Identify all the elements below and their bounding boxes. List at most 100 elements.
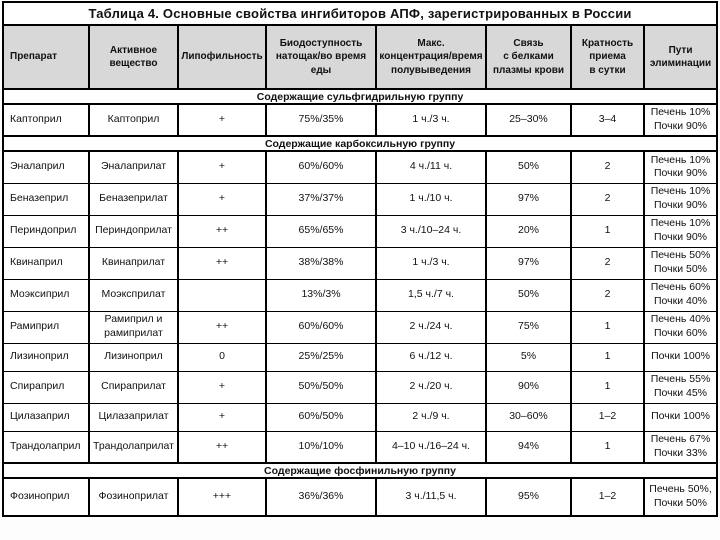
table-cell: Почки 100% [642, 342, 719, 372]
table-cell: Спираприлат [88, 370, 179, 404]
table-row: Рамиприл Рамиприл и рамиприлат ++ 60%/60% 2 … [2, 310, 719, 344]
table-cell: 97% [485, 182, 572, 216]
table-cell: +++ [177, 477, 267, 517]
table-cell: + [177, 150, 267, 184]
table-cell: Печень 60% Почки 40% [642, 278, 719, 312]
section-header-row: Содержащие карбоксильную группу [1, 135, 719, 152]
table-row: Эналаприл Эналаприлат +60%/60% 4 ч./11 ч. 50… [2, 150, 719, 184]
table-cell: 37%/37% [265, 182, 377, 216]
table-cell: Печень 40% Почки 60% [642, 310, 719, 344]
table-cell: Моэксприлат [88, 278, 179, 312]
table-cell: + [177, 370, 267, 404]
table-cell: Печень 50% Почки 50% [642, 246, 719, 280]
table-cell: 95% [485, 477, 572, 517]
table-cell: 60%/60% [265, 150, 377, 184]
table-cell: 1 [570, 342, 645, 372]
table-cell: Цилазаприл [2, 402, 90, 432]
table-row: Каптоприл Каптоприл +75%/35% 1 ч./3 ч. 25–30… [2, 103, 719, 137]
column-header-max-concentration: Макс. концентрация/время полувыведения [375, 24, 487, 90]
table-cell: Периндоприлат [88, 214, 179, 248]
table-row: Беназеприл Беназеприлат +37%/37% 1 ч./10 ч.… [2, 182, 719, 216]
table-cell: 1 [570, 214, 645, 248]
table-cell: 25%/25% [265, 342, 377, 372]
table-body: Содержащие сульфгидрильную группу Каптопр… [1, 88, 719, 517]
table-cell: 2 [570, 182, 645, 216]
table-cell: 38%/38% [265, 246, 377, 280]
table-cell: 20% [485, 214, 572, 248]
table-cell: Периндоприл [2, 214, 90, 248]
table-cell: + [177, 103, 267, 137]
column-header-active-substance: Активное вещество [88, 24, 179, 90]
table-cell: 2 ч./24 ч. [375, 310, 487, 344]
table-cell [177, 278, 267, 312]
table-cell: ++ [177, 246, 267, 280]
table-cell: Трандолаприл [2, 430, 90, 464]
table-cell: Беназеприлат [88, 182, 179, 216]
table-cell: 2 [570, 150, 645, 184]
table-cell: 90% [485, 370, 572, 404]
table-cell: Печень 67% Почки 33% [642, 430, 719, 464]
table-cell: Печень 10% Почки 90% [642, 182, 719, 216]
section-header-label: Содержащие карбоксильную группу [1, 135, 719, 152]
table-cell: 6 ч./12 ч. [375, 342, 487, 372]
table-cell: 75%/35% [265, 103, 377, 137]
table-cell: Почки 100% [642, 402, 719, 432]
table-cell: 13%/3% [265, 278, 377, 312]
table-cell: Печень 55% Почки 45% [642, 370, 719, 404]
table-cell: 36%/36% [265, 477, 377, 517]
section-header-label: Содержащие сульфгидрильную группу [1, 88, 719, 105]
table-cell: 2 [570, 246, 645, 280]
table-cell: + [177, 182, 267, 216]
column-header-bioavailability: Биодоступность натощак/во время еды [265, 24, 377, 90]
table-cell: ++ [177, 214, 267, 248]
column-header-elimination: Пути элиминации [642, 24, 719, 90]
table-row: Моэксиприл Моэксприлат 13%/3% 1,5 ч./7 ч. 50… [2, 278, 719, 312]
table-cell: 4–10 ч./16–24 ч. [375, 430, 487, 464]
table-row: Трандолаприл Трандолаприлат ++ 10%/10% 4–10 … [2, 430, 719, 464]
table-cell: Цилазаприлат [88, 402, 179, 432]
table-row: Периндоприл Периндоприлат ++ 65%/65% 3 ч./10… [2, 214, 719, 248]
column-header-dosing-frequency: Кратность приема в сутки [570, 24, 645, 90]
table-row: Спираприл Спираприлат +50%/50% 2 ч./20 ч. 90… [2, 370, 719, 404]
table-cell: Эналаприлат [88, 150, 179, 184]
section-header-row: Содержащие сульфгидрильную группу [1, 88, 719, 105]
table-cell: Эналаприл [2, 150, 90, 184]
table-cell: 30–60% [485, 402, 572, 432]
table-row: Лизиноприл Лизиноприл 0 25%/25% 6 ч./12 ч. 5%… [2, 342, 719, 372]
table-cell: 25–30% [485, 103, 572, 137]
table-cell: + [177, 402, 267, 432]
table-row: Фозиноприл Фозиноприлат +++ 36%/36% 3 ч./11,… [2, 477, 719, 517]
table-cell: Беназеприл [2, 182, 90, 216]
table-cell: 1 ч./10 ч. [375, 182, 487, 216]
table-cell: 0 [177, 342, 267, 372]
table-cell: Трандолаприлат [88, 430, 179, 464]
table-cell: 1–2 [570, 402, 645, 432]
table-cell: Каптоприл [88, 103, 179, 137]
ace-inhibitors-table: Таблица 4. Основные свойства ингибиторов… [1, 1, 719, 517]
table-cell: 5% [485, 342, 572, 372]
table-cell: 50% [485, 278, 572, 312]
table-cell: 75% [485, 310, 572, 344]
table-cell: 60%/50% [265, 402, 377, 432]
table-cell: Печень 10% Почки 90% [642, 103, 719, 137]
table-cell: 1 ч./3 ч. [375, 103, 487, 137]
table-cell: Квинаприл [2, 246, 90, 280]
table-cell: 60%/60% [265, 310, 377, 344]
title-row: Таблица 4. Основные свойства ингибиторов… [1, 1, 719, 26]
table-cell: Печень 50%, Почки 50% [642, 477, 719, 517]
table-cell: ++ [177, 310, 267, 344]
table-cell: 1 [570, 430, 645, 464]
table-cell: Рамиприл и рамиприлат [88, 310, 179, 344]
table-cell: Печень 10% Почки 90% [642, 150, 719, 184]
table-cell: 3 ч./11,5 ч. [375, 477, 487, 517]
section-header-label: Содержащие фосфинильную группу [1, 462, 719, 479]
column-header-protein-binding: Связь с белками плазмы крови [485, 24, 572, 90]
table-cell: ++ [177, 430, 267, 464]
table-cell: 1 ч./3 ч. [375, 246, 487, 280]
table-cell: Рамиприл [2, 310, 90, 344]
table-cell: 2 ч./20 ч. [375, 370, 487, 404]
table-cell: Печень 10% Почки 90% [642, 214, 719, 248]
section-header-row: Содержащие фосфинильную группу [1, 462, 719, 479]
table-cell: 50% [485, 150, 572, 184]
